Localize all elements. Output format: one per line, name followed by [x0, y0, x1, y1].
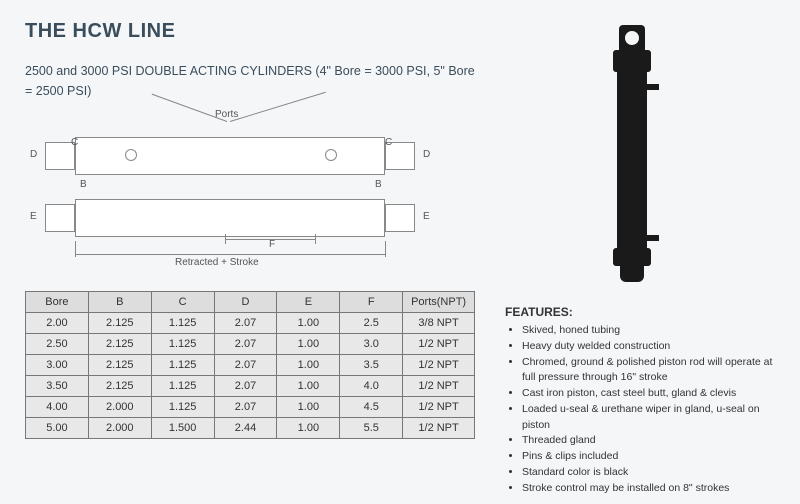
table-cell: 4.5 [340, 397, 403, 418]
table-row: 3.002.1251.1252.071.003.51/2 NPT [26, 355, 475, 376]
table-cell: 1/2 NPT [403, 418, 475, 439]
table-cell: 2.44 [214, 418, 277, 439]
table-cell: 1/2 NPT [403, 397, 475, 418]
table-header: E [277, 292, 340, 313]
table-cell: 2.00 [26, 313, 89, 334]
dim-b-top2: B [375, 179, 382, 190]
table-cell: 2.07 [214, 376, 277, 397]
feature-item: Cast iron piston, cast steel butt, gland… [522, 386, 775, 402]
table-row: 4.002.0001.1252.071.004.51/2 NPT [26, 397, 475, 418]
table-cell: 1/2 NPT [403, 334, 475, 355]
dim-b-top: B [80, 179, 87, 190]
cylinder-diagram: Ports D D C C B B E E F [25, 109, 475, 279]
features-heading: FEATURES: [505, 305, 775, 319]
table-cell: 1.00 [277, 313, 340, 334]
table-cell: 1/2 NPT [403, 376, 475, 397]
table-cell: 1/2 NPT [403, 355, 475, 376]
table-row: 2.502.1251.1252.071.003.01/2 NPT [26, 334, 475, 355]
dim-d-left: D [30, 149, 37, 160]
table-cell: 1.125 [151, 376, 214, 397]
table-header: B [88, 292, 151, 313]
table-cell: 3.0 [340, 334, 403, 355]
feature-item: Standard color is black [522, 465, 775, 481]
table-cell: 2.5 [340, 313, 403, 334]
table-cell: 1.00 [277, 418, 340, 439]
features-list: Skived, honed tubingHeavy duty welded co… [522, 323, 775, 496]
page-title: THE HCW LINE [25, 20, 475, 43]
dim-e-right: E [423, 211, 430, 222]
table-cell: 5.00 [26, 418, 89, 439]
table-cell: 2.07 [214, 397, 277, 418]
table-cell: 1.125 [151, 355, 214, 376]
table-cell: 1.00 [277, 355, 340, 376]
feature-item: Loaded u-seal & urethane wiper in gland,… [522, 402, 775, 434]
table-cell: 2.50 [26, 334, 89, 355]
table-cell: 1.125 [151, 397, 214, 418]
table-cell: 4.00 [26, 397, 89, 418]
feature-item: Skived, honed tubing [522, 323, 775, 339]
table-cell: 3/8 NPT [403, 313, 475, 334]
retracted-label: Retracted + Stroke [175, 257, 259, 268]
table-header: D [214, 292, 277, 313]
dim-c-top2: C [385, 137, 392, 148]
spec-table: BoreBCDEFPorts(NPT) 2.002.1251.1252.071.… [25, 291, 475, 439]
table-row: 2.002.1251.1252.071.002.53/8 NPT [26, 313, 475, 334]
table-header: F [340, 292, 403, 313]
dim-f: F [269, 239, 275, 250]
table-cell: 2.07 [214, 355, 277, 376]
table-row: 5.002.0001.5002.441.005.51/2 NPT [26, 418, 475, 439]
table-cell: 1.00 [277, 334, 340, 355]
table-cell: 3.00 [26, 355, 89, 376]
table-cell: 2.125 [88, 355, 151, 376]
table-cell: 2.125 [88, 334, 151, 355]
dim-e-left: E [30, 211, 37, 222]
table-header: Bore [26, 292, 89, 313]
table-header: Ports(NPT) [403, 292, 475, 313]
table-cell: 1.00 [277, 397, 340, 418]
feature-item: Pins & clips included [522, 449, 775, 465]
table-cell: 1.125 [151, 334, 214, 355]
product-photo [575, 20, 690, 290]
table-cell: 3.5 [340, 355, 403, 376]
table-cell: 1.500 [151, 418, 214, 439]
table-cell: 4.0 [340, 376, 403, 397]
feature-item: Chromed, ground & polished piston rod wi… [522, 355, 775, 387]
table-cell: 2.000 [88, 397, 151, 418]
table-cell: 2.07 [214, 334, 277, 355]
table-cell: 5.5 [340, 418, 403, 439]
table-cell: 2.000 [88, 418, 151, 439]
feature-item: Heavy duty welded construction [522, 339, 775, 355]
table-cell: 1.00 [277, 376, 340, 397]
table-row: 3.502.1251.1252.071.004.01/2 NPT [26, 376, 475, 397]
dim-d-right: D [423, 149, 430, 160]
feature-item: Threaded gland [522, 433, 775, 449]
feature-item: Stroke control may be installed on 8" st… [522, 481, 775, 497]
table-cell: 1.125 [151, 313, 214, 334]
table-cell: 3.50 [26, 376, 89, 397]
dim-c-top: C [71, 137, 78, 148]
table-header: C [151, 292, 214, 313]
table-cell: 2.125 [88, 376, 151, 397]
subtitle: 2500 and 3000 PSI DOUBLE ACTING CYLINDER… [25, 61, 475, 101]
table-cell: 2.125 [88, 313, 151, 334]
table-cell: 2.07 [214, 313, 277, 334]
